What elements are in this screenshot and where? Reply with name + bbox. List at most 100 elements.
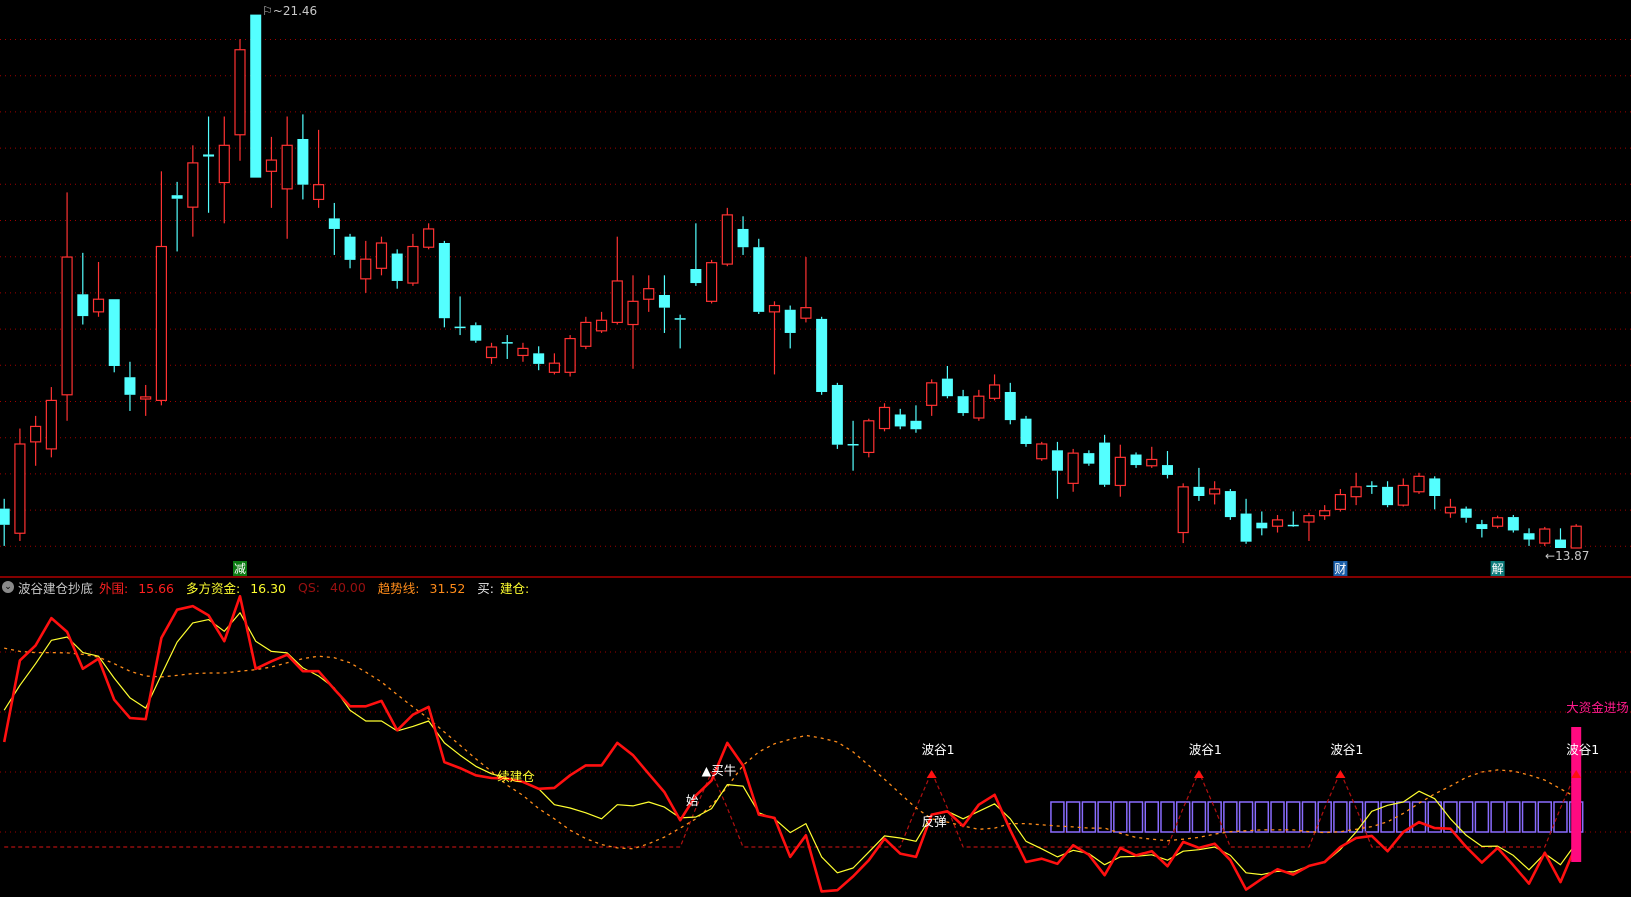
- chevron-down-icon[interactable]: ⌄: [2, 581, 14, 593]
- candle-body: [1319, 510, 1331, 517]
- candle: [281, 116, 293, 239]
- indicator-header: ⌄ 波谷建仓抄底 外围: 15.66 多方资金: 16.30 QS: 40.00…: [2, 578, 535, 596]
- candle: [1193, 467, 1205, 501]
- candle: [470, 322, 482, 343]
- candle: [784, 305, 796, 349]
- candle: [1083, 450, 1095, 466]
- candle: [1523, 528, 1535, 546]
- candle-body: [108, 299, 120, 366]
- trend-line-number: 31.52: [429, 580, 466, 596]
- candle-body: [800, 307, 812, 319]
- candle: [0, 498, 10, 546]
- candle: [171, 181, 183, 252]
- candle-body: [1224, 491, 1236, 518]
- candle: [548, 353, 561, 375]
- candle-body: [1004, 391, 1016, 421]
- candle-body: [281, 144, 293, 190]
- candle: [580, 316, 592, 350]
- candle-body: [894, 414, 906, 427]
- signal-box: [1144, 801, 1160, 833]
- candle: [863, 418, 875, 458]
- candle: [1382, 481, 1394, 508]
- big-money-bar-rect: [1571, 727, 1582, 862]
- marker-text: 减: [234, 562, 246, 576]
- candle: [1570, 524, 1582, 549]
- candle: [1366, 481, 1378, 494]
- indicator-name[interactable]: 波谷建仓抄底: [18, 580, 94, 596]
- candle: [611, 236, 623, 325]
- candle: [1350, 472, 1362, 506]
- candle: [1036, 441, 1048, 461]
- indicator-gridlines: [0, 651, 1631, 833]
- series-line-3: [4, 647, 1577, 850]
- candle-body: [721, 214, 733, 265]
- candle: [501, 335, 513, 359]
- candle-body: [438, 242, 450, 319]
- candle-body: [674, 318, 686, 320]
- candle: [438, 240, 450, 328]
- candle-body: [391, 253, 403, 281]
- candle: [250, 14, 262, 178]
- candle-body: [360, 258, 372, 280]
- candle-body: [627, 300, 639, 326]
- signal-box: [1081, 801, 1097, 833]
- candle-body: [1240, 513, 1252, 542]
- candle: [485, 342, 498, 364]
- candle-body: [1099, 442, 1111, 485]
- candle-body: [423, 228, 435, 248]
- candle-body: [957, 396, 969, 414]
- candle: [45, 387, 57, 458]
- candle: [1240, 498, 1252, 544]
- candle-body: [313, 184, 325, 201]
- candle: [1130, 452, 1142, 468]
- candle-body: [1020, 418, 1032, 444]
- candle: [721, 207, 733, 267]
- marker-text: 财: [1334, 562, 1346, 576]
- candle: [847, 420, 859, 471]
- candle: [941, 365, 953, 399]
- candle-body: [501, 342, 513, 344]
- signal-box: [1348, 801, 1364, 833]
- signal-box: [1474, 801, 1490, 833]
- min-price-label: ←13.87: [1545, 549, 1589, 563]
- candle-body: [265, 159, 278, 172]
- series-line-2: [4, 771, 1577, 848]
- marker-badge: [1490, 561, 1505, 576]
- signal-box: [1128, 801, 1144, 833]
- candle: [203, 116, 215, 213]
- candle-body: [1146, 458, 1158, 467]
- qs-number: 40.00: [330, 579, 366, 595]
- candle-body: [831, 384, 843, 445]
- signal-box: [1175, 801, 1191, 833]
- candle-body: [1130, 454, 1142, 466]
- candle-body: [1287, 524, 1299, 527]
- candle: [1161, 451, 1173, 479]
- candle-body: [1271, 519, 1284, 527]
- candle: [878, 403, 891, 432]
- candle: [1476, 519, 1488, 538]
- candle: [957, 389, 969, 416]
- signal-box: [1254, 801, 1270, 833]
- candle: [454, 296, 466, 336]
- candle: [1067, 448, 1079, 492]
- candle-body: [533, 353, 545, 364]
- marker-badge: [1333, 561, 1348, 576]
- annotation-label: ▲买牛: [702, 763, 737, 778]
- price-labels: ⚐~21.46 ←13.87: [262, 4, 1589, 563]
- candle-body: [926, 382, 938, 406]
- trend-line-value: 趋势线: 31.52: [378, 578, 472, 597]
- annotation-label: 波谷1: [1189, 742, 1222, 757]
- candle-body: [1523, 533, 1535, 540]
- candle: [1051, 441, 1063, 499]
- annotation-label: 大资金进场: [1566, 700, 1629, 715]
- candle: [77, 252, 89, 325]
- indicator-lines: [2, 594, 1578, 893]
- candle: [1224, 488, 1236, 520]
- candle: [375, 236, 388, 276]
- candle-body: [171, 195, 183, 199]
- candle-body: [595, 319, 608, 332]
- candle: [1429, 476, 1441, 510]
- candle: [423, 223, 435, 250]
- candle-body: [1161, 465, 1173, 475]
